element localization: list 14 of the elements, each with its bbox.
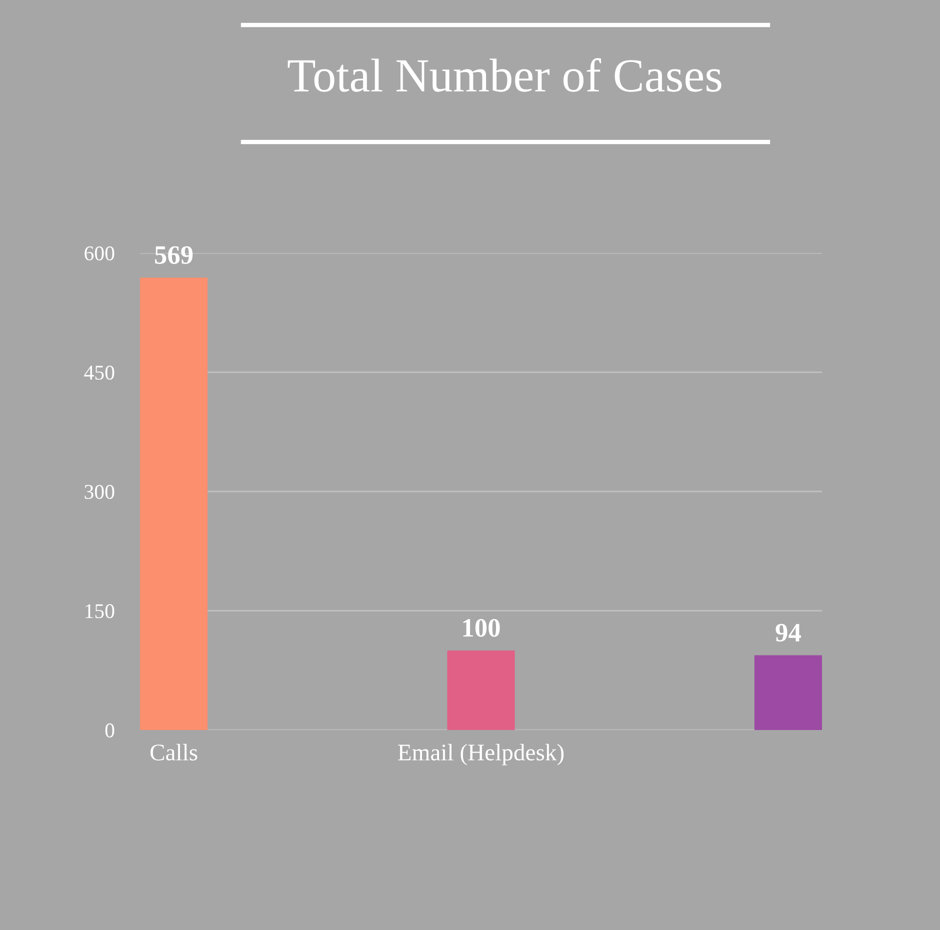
data-label: 100 — [463, 619, 500, 637]
bar — [447, 650, 515, 730]
bar — [140, 278, 208, 730]
y-tick-label: 150 — [86, 604, 114, 618]
x-tick-label: Email (Helpdesk) — [398, 744, 564, 766]
data-label: 569 — [155, 246, 193, 264]
bar — [754, 655, 822, 730]
chart-title: Total Number of Cases — [288, 58, 722, 92]
data-label: 94 — [776, 624, 801, 642]
y-tick-label: 600 — [84, 246, 114, 260]
y-tick-label: 450 — [84, 366, 114, 380]
y-tick-label: 0 — [105, 723, 114, 738]
y-tick-label: 300 — [84, 484, 114, 499]
x-tick-label: Calls — [150, 744, 198, 761]
